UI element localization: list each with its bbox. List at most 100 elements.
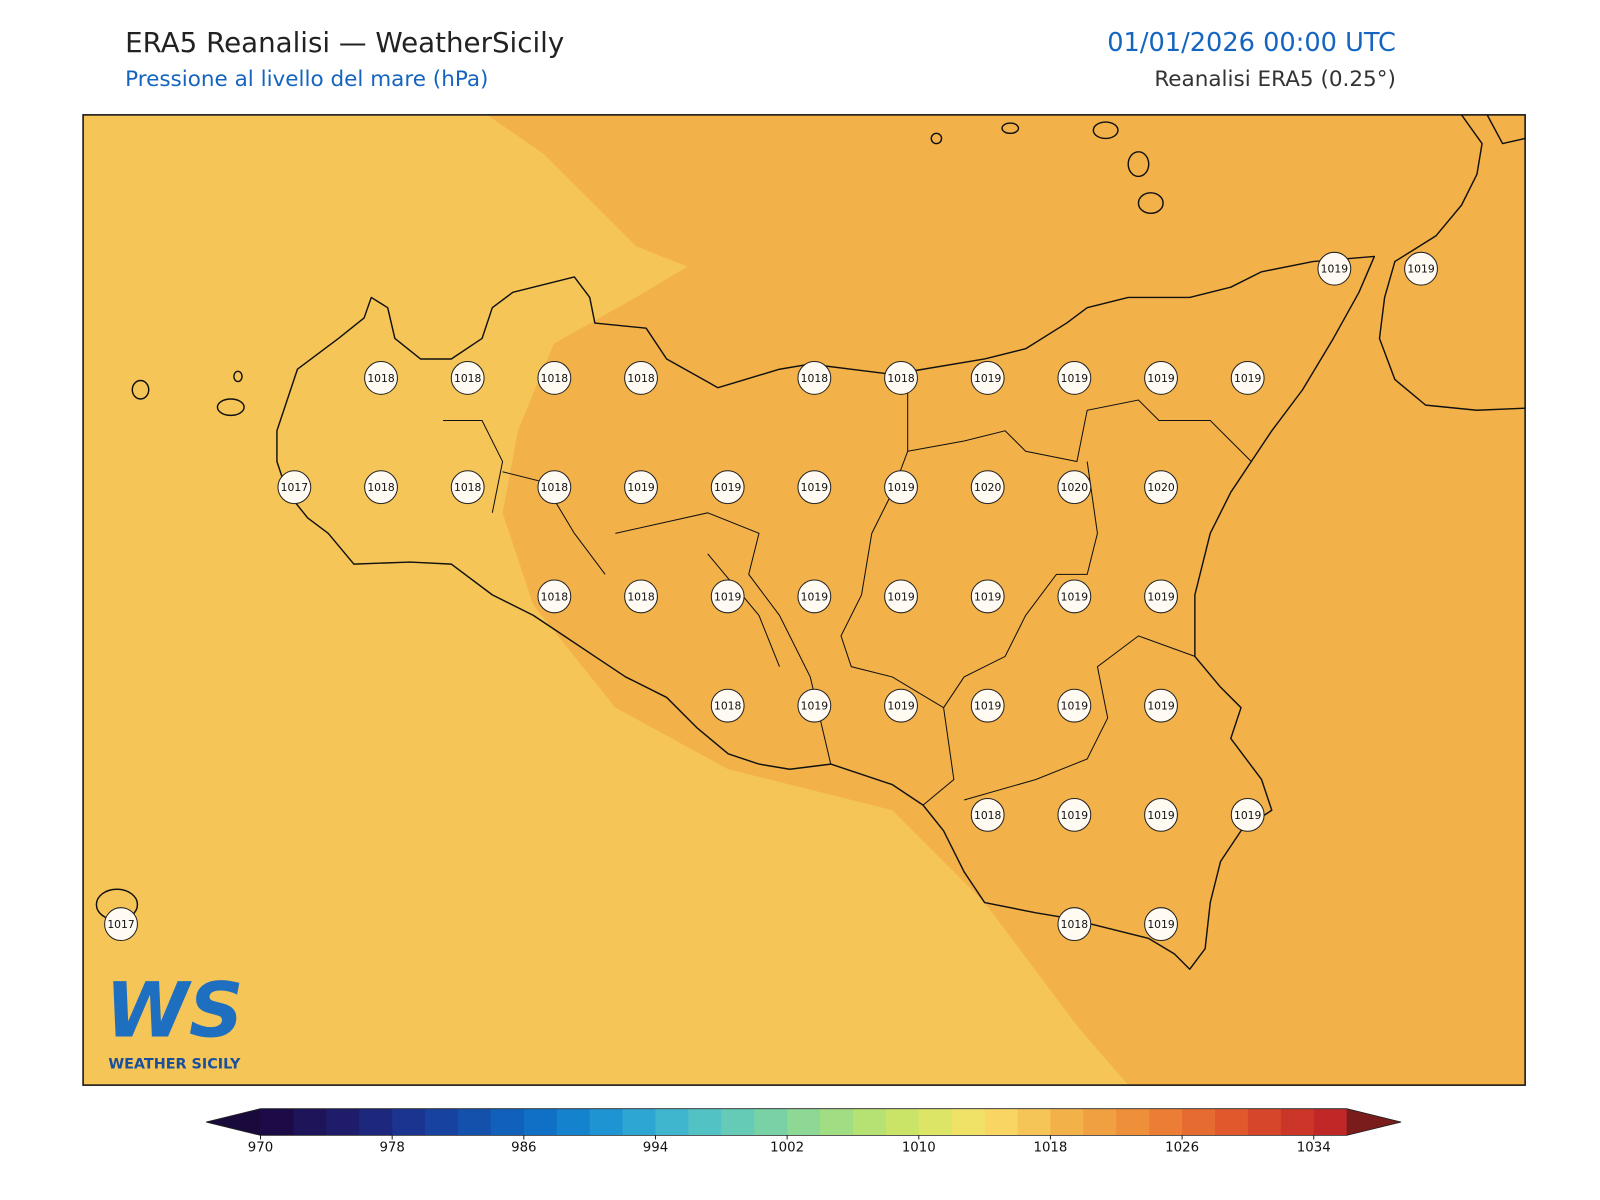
station-marker	[364, 470, 398, 505]
station-value: 1019	[974, 700, 1002, 713]
station-value: 1018	[541, 481, 569, 494]
station-value: 1018	[454, 481, 482, 494]
colorbar-tick-label: 1026	[1165, 1141, 1199, 1156]
subtitle: Pressione al livello del mare (hPa)	[125, 67, 488, 92]
colorbar-band	[1247, 1108, 1282, 1136]
station-marker	[1057, 579, 1092, 614]
station-marker	[970, 688, 1005, 723]
colorbar-band	[293, 1108, 327, 1136]
colorbar-band	[1280, 1108, 1315, 1136]
station-marker	[1057, 907, 1092, 942]
station-marker	[970, 361, 1005, 395]
colorbar-band	[1149, 1108, 1183, 1136]
station-value: 1018	[627, 590, 655, 603]
station-value: 1019	[887, 481, 915, 494]
station-value: 1019	[887, 700, 915, 713]
station-value: 1018	[367, 372, 395, 385]
province-border	[443, 374, 1252, 806]
coastline	[276, 255, 1376, 970]
colorbar-band	[721, 1108, 755, 1136]
station-marker	[710, 579, 745, 614]
colorbar-band	[1182, 1108, 1216, 1136]
colorbar-band	[326, 1108, 360, 1136]
station-value: 1019	[1234, 809, 1262, 822]
station-marker	[1144, 470, 1178, 505]
colorbar-tick-label: 986	[511, 1141, 536, 1156]
station-value: 1019	[1061, 590, 1089, 603]
station-marker	[537, 579, 572, 614]
station-marker	[970, 797, 1005, 832]
colorbar-tick-label: 1034	[1297, 1141, 1331, 1156]
station-value: 1018	[801, 372, 829, 385]
colorbar-band	[359, 1108, 393, 1136]
pressure-field	[83, 114, 1129, 1086]
station-value: 1019	[1321, 263, 1349, 276]
colorbar-band	[984, 1108, 1019, 1136]
station-value: 1019	[887, 590, 915, 603]
coastline	[1378, 114, 1526, 411]
station-marker	[970, 579, 1005, 614]
colorbar-extend-high	[1346, 1108, 1402, 1136]
map-area: 1019 1019 1018 1018 1018 1018 1018 1018 1019 1019…	[83, 114, 1526, 1086]
colorbar-band	[260, 1108, 294, 1136]
station-value: 1018	[367, 481, 395, 494]
station-value: 1019	[1147, 918, 1175, 931]
station-marker	[450, 361, 485, 395]
station-marker	[1144, 579, 1178, 614]
colorbar-band	[655, 1108, 689, 1136]
station-value: 1020	[974, 481, 1002, 494]
station-value: 1017	[281, 481, 308, 494]
colorbar-band	[1313, 1108, 1348, 1136]
station-marker	[1057, 797, 1092, 832]
station-value: 1018	[974, 809, 1002, 822]
colorbar-band	[589, 1108, 624, 1136]
station-value: 1019	[974, 590, 1002, 603]
station-value: 1019	[1147, 590, 1175, 603]
colorbar-tick-label: 1002	[770, 1141, 804, 1156]
station-marker	[1144, 688, 1178, 723]
colorbar-band	[688, 1108, 722, 1136]
colorbar-band	[885, 1108, 920, 1136]
title: ERA5 Reanalisi — WeatherSicily	[125, 26, 564, 59]
station-value: 1019	[801, 700, 829, 713]
station-value: 1019	[1234, 372, 1262, 385]
station-marker	[797, 688, 832, 723]
station-marker	[624, 470, 658, 505]
station-marker	[970, 470, 1005, 505]
station-value: 1019	[1061, 809, 1089, 822]
colorbar-band	[918, 1108, 953, 1136]
station-value: 1019	[974, 372, 1002, 385]
station-value: 1019	[714, 481, 742, 494]
colorbar-band	[1116, 1108, 1150, 1136]
station-value: 1018	[714, 700, 742, 713]
station-marker	[624, 361, 658, 395]
colorbar-band	[622, 1108, 656, 1136]
colorbar-tick-label: 994	[643, 1141, 668, 1156]
station-marker	[1144, 907, 1178, 942]
colorbar: 970 978 986 994 1002 1010 1018 1026 1034	[206, 1108, 1402, 1156]
station-value: 1018	[627, 372, 655, 385]
station-value: 1019	[1407, 263, 1435, 276]
station-marker	[537, 470, 572, 505]
station-marker	[884, 361, 918, 395]
station-marker	[884, 579, 918, 614]
station-marker	[797, 361, 832, 395]
station-marker	[450, 470, 485, 505]
station-value: 1019	[801, 481, 829, 494]
colorbar-band	[556, 1108, 591, 1136]
colorbar-tick-label: 1018	[1033, 1141, 1067, 1156]
station-value: 1020	[1061, 481, 1089, 494]
colorbar-tick-label: 1010	[902, 1141, 936, 1156]
station-marker	[1057, 361, 1092, 395]
coastline	[1486, 114, 1526, 145]
station-marker	[537, 361, 572, 395]
colorbar-band	[951, 1108, 986, 1136]
station-value: 1019	[1061, 372, 1089, 385]
station-marker	[797, 579, 832, 614]
station-marker	[1317, 251, 1352, 286]
station-marker	[710, 688, 745, 723]
colorbar-band	[425, 1108, 459, 1136]
station-value: 1018	[541, 372, 569, 385]
colorbar-band	[820, 1108, 854, 1136]
